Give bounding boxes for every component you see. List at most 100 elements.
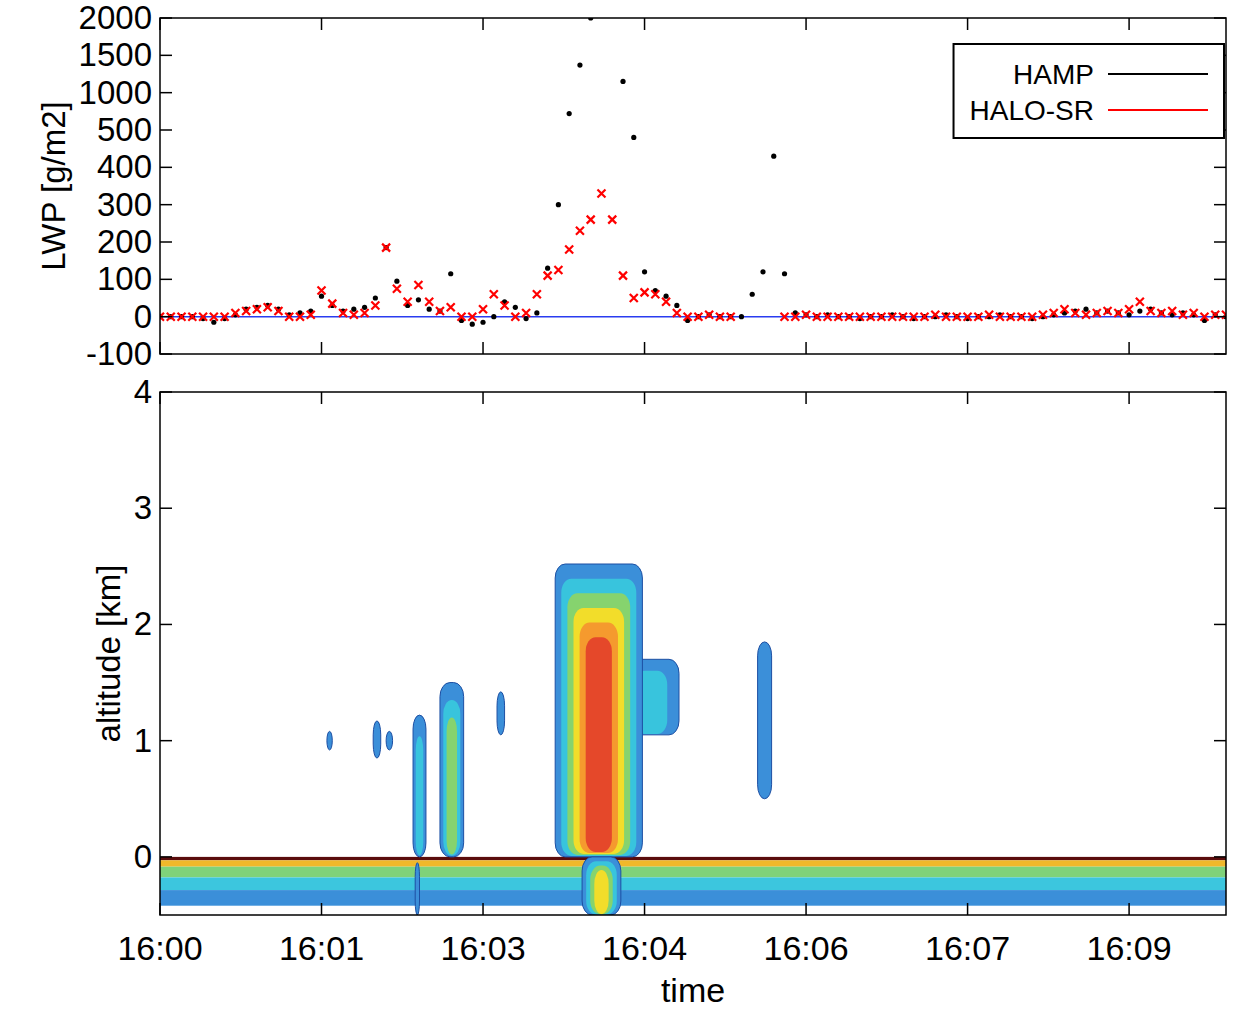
point	[684, 313, 692, 321]
point	[414, 281, 422, 289]
point	[264, 303, 272, 311]
point	[716, 313, 724, 321]
point	[576, 227, 584, 235]
y-tick	[1214, 353, 1226, 355]
point	[393, 285, 401, 293]
x-tick-label: 16:09	[1087, 929, 1172, 967]
y-tick	[160, 624, 172, 626]
point	[620, 79, 625, 84]
y-tick-label: 200	[97, 223, 152, 260]
y-tick-label: 100	[97, 260, 152, 297]
point	[1071, 309, 1079, 317]
point	[1211, 311, 1219, 319]
echo-level	[440, 683, 464, 857]
point	[802, 311, 810, 319]
y-tick	[1214, 279, 1226, 281]
point	[534, 310, 539, 315]
x-tick	[482, 903, 484, 915]
point	[597, 189, 605, 197]
axes: -1000100200300400500100015002000LWP [g/m…	[35, 0, 1226, 372]
point	[781, 313, 789, 321]
point	[199, 313, 207, 321]
y-tick	[1214, 17, 1226, 19]
y-axis-title: altitude [km]	[90, 565, 127, 743]
x-tick	[482, 18, 484, 30]
point	[210, 313, 218, 321]
echo-level	[373, 721, 381, 758]
point	[674, 303, 679, 308]
x-tick	[805, 342, 807, 354]
point	[480, 320, 485, 325]
figure: -1000100200300400500100015002000LWP [g/m…	[0, 0, 1234, 1014]
point	[1039, 311, 1047, 319]
echo-level	[590, 866, 612, 915]
point	[1147, 307, 1155, 315]
x-tick	[644, 18, 646, 30]
y-tick-label: 2	[134, 605, 152, 642]
legend-label: HALO-SR	[970, 95, 1094, 126]
point	[556, 202, 561, 207]
point	[791, 313, 799, 321]
point	[662, 298, 670, 306]
point	[1060, 305, 1068, 313]
x-tick	[321, 903, 323, 915]
x-tick-label: 16:01	[279, 929, 364, 967]
echo-level	[327, 731, 332, 750]
y-tick	[1214, 507, 1226, 509]
point	[1082, 311, 1090, 319]
point	[371, 301, 379, 309]
point	[673, 309, 681, 317]
point	[490, 290, 498, 298]
y-tick-label: 0	[134, 298, 152, 335]
point	[524, 316, 529, 321]
point	[845, 313, 853, 321]
frame	[160, 18, 1226, 354]
point	[394, 279, 399, 284]
point	[631, 135, 636, 140]
point	[587, 216, 595, 224]
point	[651, 290, 659, 298]
surface-echo	[160, 867, 1226, 878]
y-tick-label: 1500	[79, 36, 152, 73]
y-tick-label: 1	[134, 722, 152, 759]
point	[1157, 309, 1165, 317]
point	[319, 294, 324, 299]
point	[834, 313, 842, 321]
point	[567, 111, 572, 116]
point	[188, 313, 196, 321]
echo-level	[413, 715, 426, 857]
y-tick	[1214, 241, 1226, 243]
point	[242, 307, 250, 315]
point	[813, 313, 821, 321]
point	[362, 305, 367, 310]
point	[1050, 309, 1058, 317]
surface-echo	[160, 877, 1226, 890]
y-tick	[1214, 740, 1226, 742]
point	[501, 301, 509, 309]
x-tick	[644, 342, 646, 354]
y-tick	[160, 316, 172, 318]
y-tick-label: 4	[134, 373, 152, 410]
point	[211, 320, 216, 325]
x-tick	[1128, 903, 1130, 915]
surface-echo	[160, 857, 1226, 860]
panel: -1000100200300400500100015002000LWP [g/m…	[35, 0, 1230, 372]
point	[339, 309, 347, 317]
plot-area	[160, 564, 1226, 915]
y-tick	[1214, 167, 1226, 169]
point	[964, 313, 972, 321]
y-tick	[160, 279, 172, 281]
y-tick	[1214, 204, 1226, 206]
echo-level	[758, 642, 772, 799]
point	[1136, 298, 1144, 306]
panel: 16:0016:0116:0316:0416:0616:0716:0901234…	[90, 373, 1226, 1009]
point	[373, 295, 378, 300]
point	[899, 313, 907, 321]
y-tick-label: -100	[86, 335, 152, 372]
point	[296, 313, 304, 321]
y-tick-label: 0	[134, 838, 152, 875]
point	[663, 294, 668, 299]
y-tick-label: 2000	[79, 0, 152, 36]
echo-level	[555, 564, 642, 857]
echo-level	[443, 700, 460, 856]
